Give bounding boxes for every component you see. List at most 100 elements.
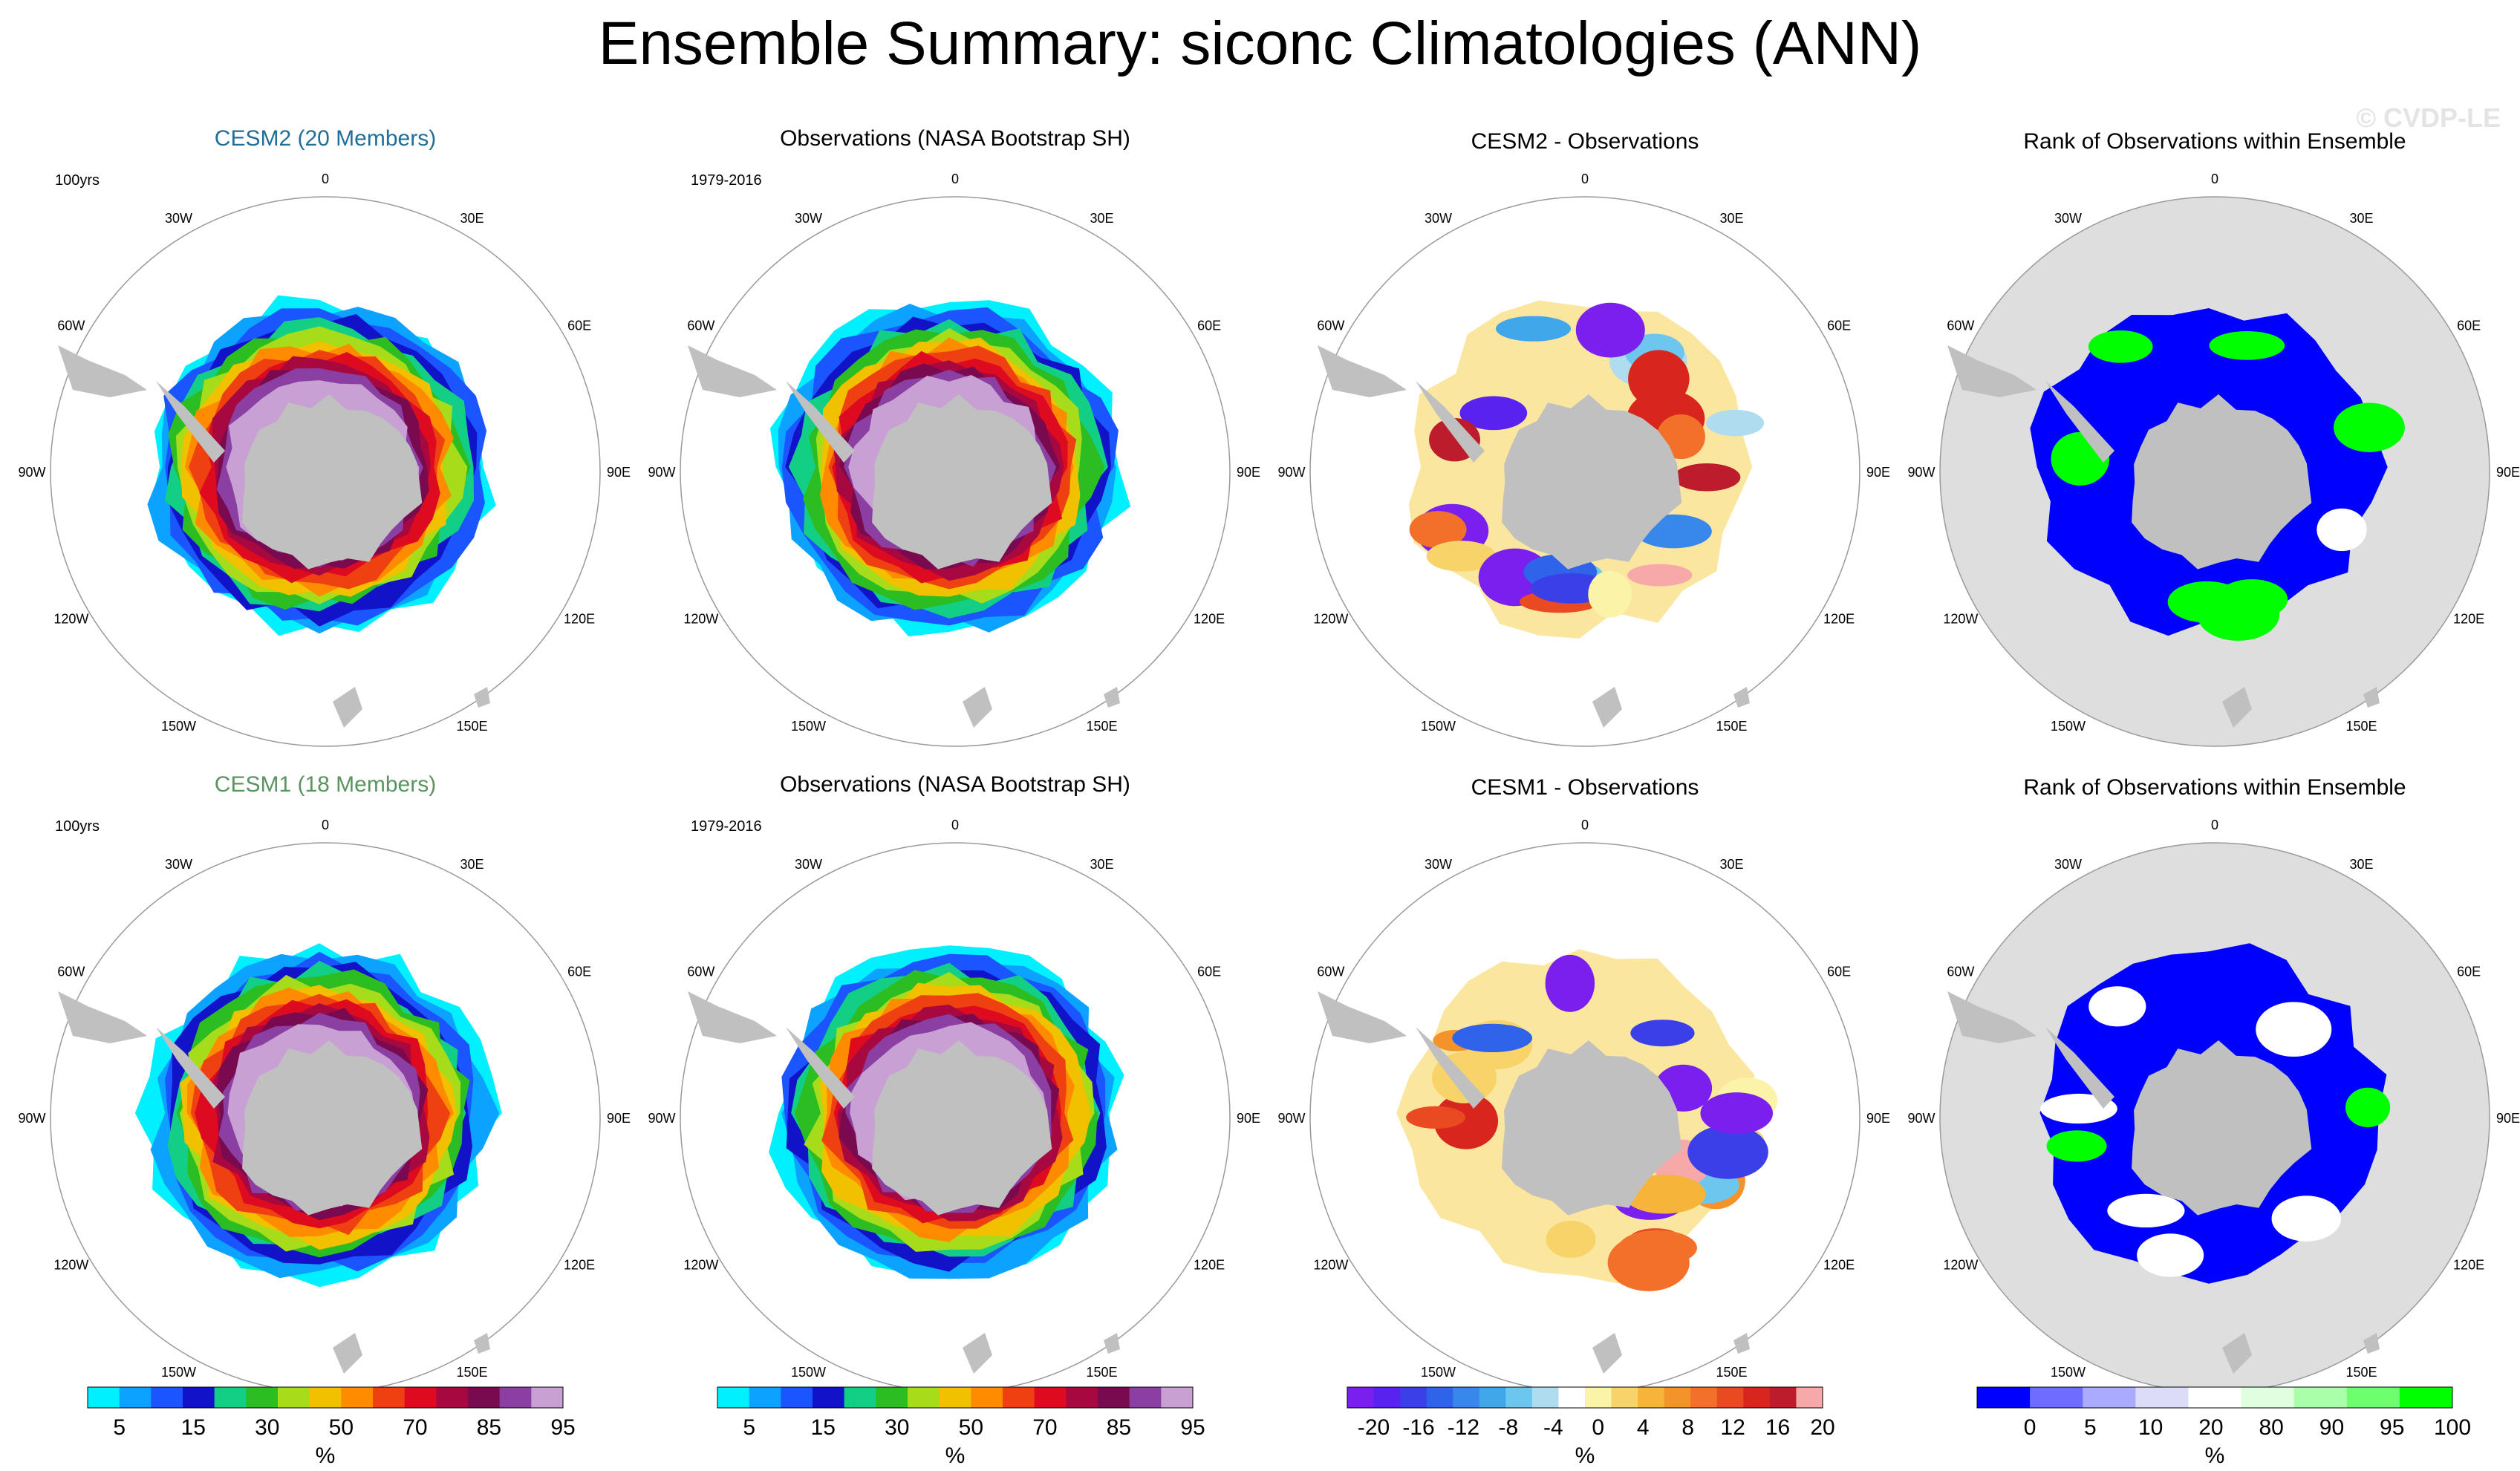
longitude-label: 30W [1425,857,1452,872]
colorbar-tick-label: -16 [1402,1415,1434,1440]
longitude-label: 120E [2453,1258,2484,1273]
longitude-label: 60W [1947,319,1974,333]
longitude-label: 150W [791,1365,826,1380]
colorbar-swatch [499,1387,532,1408]
colorbar-swatch [1690,1387,1718,1408]
antarctica-landmass [242,394,423,570]
colorbar-swatch [341,1387,374,1408]
south-america-tip [688,991,777,1043]
longitude-label: 30E [460,211,484,226]
colorbar-tick-label: 100 [2434,1415,2471,1440]
colorbar-swatch [214,1387,247,1408]
colorbar-swatch [1505,1387,1533,1408]
longitude-label: 90E [1866,1111,1890,1126]
colorbar-frame [1976,1386,2453,1409]
longitude-label: 120W [1943,612,1978,627]
colorbar-swatch [1034,1387,1067,1408]
tasmania [1733,687,1750,708]
longitude-label: 150E [1716,719,1747,734]
longitude-label: 60W [687,965,714,979]
map-panel-row1-col2: Observations (NASA Bootstrap SH) 1979-201… [640,104,1270,750]
difference-patch [1426,541,1497,572]
antarctic-peninsula [156,381,225,463]
difference-patch [1673,463,1741,492]
colorbar-tick-label: 4 [1637,1415,1650,1440]
new-zealand [963,1333,992,1374]
polar-map: 030E60E90E120E150E180150W120W90W60W30W [1907,172,2520,747]
rank-patch [2046,1130,2107,1162]
colorbar-swatch [2188,1387,2242,1408]
colorbar-swatch [1585,1387,1612,1408]
longitude-label: 0 [322,172,329,186]
colorbar-tick-label: 15 [811,1415,836,1440]
panel-title: CESM2 - Observations [1471,129,1699,154]
rank-patch [2316,508,2367,552]
panel-title: Rank of Observations within Ensemble [2023,129,2406,154]
longitude-label: 30E [1090,857,1113,872]
longitude-label: 150E [456,719,487,734]
panel-title: CESM1 - Observations [1471,775,1699,800]
difference-patch [1575,302,1645,358]
longitude-label: 120E [1823,612,1855,627]
colorbar-swatch [717,1387,750,1408]
longitude-label: 30E [1090,211,1113,226]
colorbar-graphic: 5 15 30 50 70 85 95% [87,1386,576,1468]
longitude-label: 120W [1313,612,1348,627]
tasmania [474,1333,490,1354]
colorbar-swatch [876,1387,908,1408]
longitude-label: 30E [2349,211,2373,226]
longitude-label: 120W [683,1258,718,1273]
longitude-label: 90W [18,1111,45,1126]
south-america-tip [58,991,147,1043]
antarctica-landmass [242,1040,423,1216]
tasmania [474,687,490,708]
longitude-label: 90E [1866,465,1890,480]
colorbar-swatch [844,1387,876,1408]
colorbar-swatch [1638,1387,1665,1408]
longitude-label: 120W [53,612,88,627]
colorbar-tick-label: 5 [743,1415,755,1440]
longitude-label: 150E [1716,1365,1747,1380]
longitude-label: 30E [460,857,484,872]
colorbar-swatch [749,1387,781,1408]
antarctica-landmass [872,394,1052,570]
longitude-label: 120E [564,612,595,627]
colorbar-swatch [2241,1387,2295,1408]
antarctica-landmass [2132,394,2312,570]
colorbar-conc-1: 5 15 30 50 70 85 95% [10,1383,640,1471]
colorbar-swatch [971,1387,1003,1408]
difference-patch [1628,350,1690,408]
longitude-label: 150E [1086,719,1117,734]
colorbar-swatch [1796,1387,1823,1408]
colorbar-tick-label: 0 [1592,1415,1604,1440]
map-panel-row2-col3: CESM1 - Observations030E60E90E120E150E18… [1270,750,1900,1396]
main-title: Ensemble Summary: siconc Climatologies (… [598,10,1922,77]
colorbar-frame [1347,1386,1823,1409]
colorbar-swatch [88,1387,120,1408]
difference-patch [1459,396,1528,431]
colorbar-swatch [939,1387,971,1408]
rank-patch [2137,1233,2204,1277]
colorbar-tick-label: 15 [181,1415,206,1440]
longitude-label: 150E [2345,1365,2377,1380]
colorbar-tick-label: 30 [885,1415,909,1440]
rank-patch [2256,1002,2332,1057]
colorbar-swatch [309,1387,342,1408]
longitude-label: 0 [2211,818,2218,832]
longitude-label: 90W [1907,1111,1935,1126]
map-panel-row2-col4: Rank of Observations within Ensemble 0 30E… [1900,750,2520,1396]
colorbar-swatch [1347,1387,1375,1408]
south-america-tip [1318,345,1407,397]
antarctica-landmass [872,1040,1052,1216]
panel-title: CESM2 (20 Members) [214,126,437,151]
longitude-label: 30W [795,211,822,226]
antarctic-peninsula [786,1027,855,1109]
panel-title: Observations (NASA Bootstrap SH) [780,772,1130,797]
colorbar-swatch [813,1387,845,1408]
colorbar-tick-label: 12 [1720,1415,1745,1440]
colorbar-tick-label: 80 [2259,1415,2284,1440]
colorbar-swatch [1716,1387,1744,1408]
new-zealand [1592,687,1622,728]
panel-title: Rank of Observations within Ensemble [2023,775,2406,800]
longitude-label: 60E [1827,965,1851,979]
